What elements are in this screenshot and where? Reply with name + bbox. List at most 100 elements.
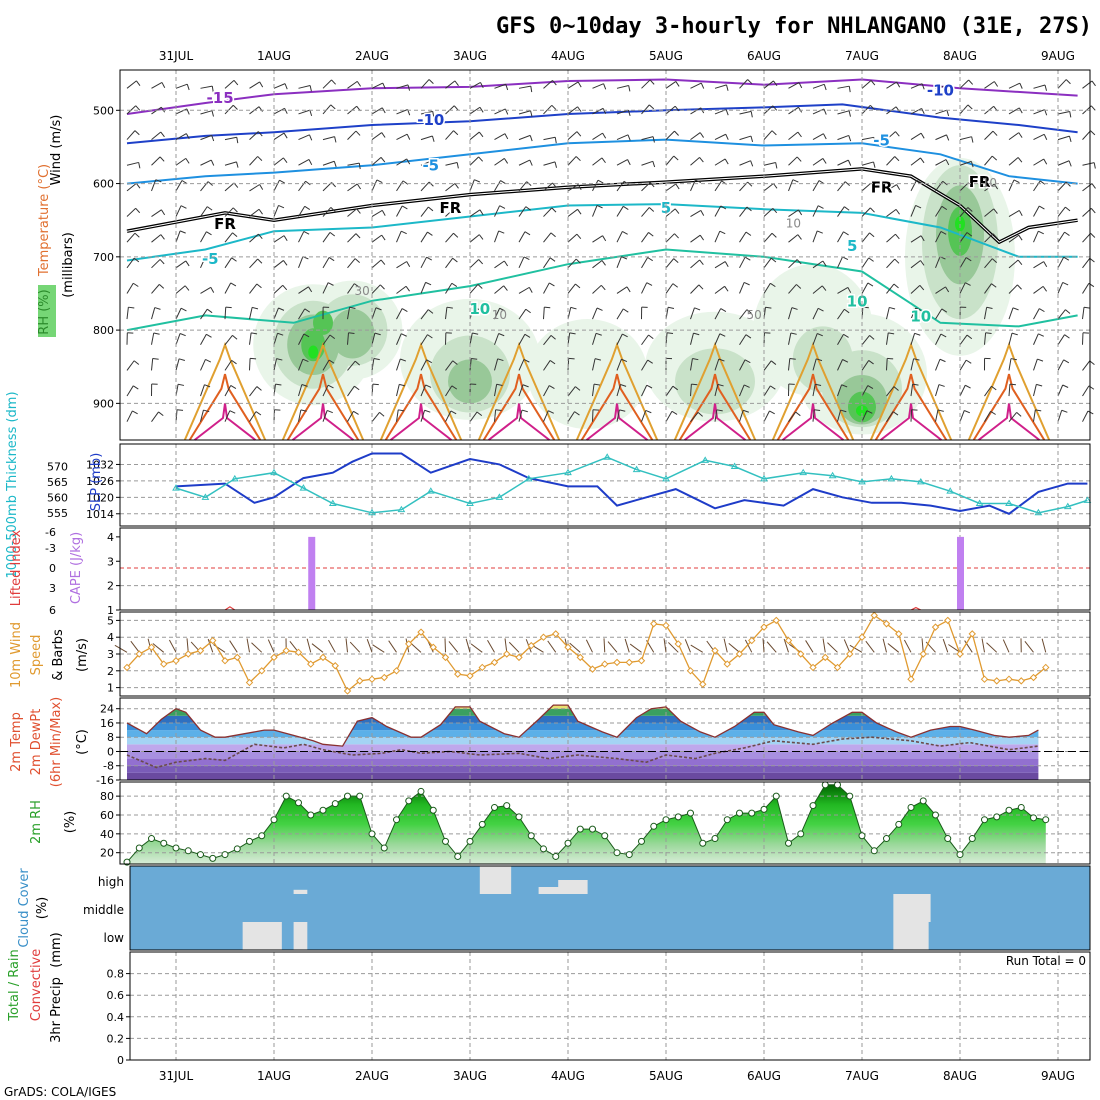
- wind-barb: [910, 333, 916, 345]
- wind-barb: [837, 334, 844, 346]
- top-date-label: 5AUG: [649, 49, 683, 63]
- wind-barb-flag: [720, 205, 727, 210]
- wind-barb: [543, 161, 556, 166]
- y-tick-label: 24: [100, 703, 114, 716]
- wind-barb: [861, 335, 870, 346]
- wind-barb: [910, 307, 917, 320]
- wind-barb-flag: [895, 131, 900, 137]
- wind-barb-flag: [867, 282, 874, 287]
- wind-barb: [714, 285, 725, 294]
- rh-marker: [1005, 806, 1013, 814]
- thickness-marker: [730, 462, 739, 469]
- wind-barb-flag: [842, 359, 849, 363]
- wind-barb: [1008, 82, 1021, 89]
- wind-barb: [518, 134, 531, 141]
- wind-barb-flag: [330, 207, 336, 212]
- wind-barb-flag: [257, 156, 263, 161]
- wind-axis-label-3: & Barbs: [51, 629, 66, 681]
- wind-barb: [494, 308, 501, 320]
- wind-barb-flag: [232, 207, 238, 213]
- wind-barb-flag: [724, 286, 729, 292]
- wind-barb-flag: [622, 333, 628, 338]
- thickness-marker: [603, 453, 612, 460]
- wind-speed-marker: [956, 650, 964, 658]
- wind-barb-flag: [843, 231, 849, 236]
- wind-barb-flag: [301, 384, 308, 387]
- wind-barb-flag: [251, 332, 258, 335]
- top-date-label: 8AUG: [943, 49, 977, 63]
- wind-barb-flag: [1039, 205, 1045, 210]
- wind-barb: [714, 409, 718, 422]
- rh-marker: [197, 851, 204, 859]
- wind-barb-10m: [569, 642, 581, 653]
- wind-barb-flag: [993, 208, 998, 214]
- wind-barb-flag: [628, 85, 631, 92]
- rh-line: [126, 784, 1046, 863]
- wind-barb-flag: [1090, 232, 1096, 238]
- rh-marker: [1030, 814, 1037, 822]
- wind-barb: [812, 205, 819, 217]
- wind-barb: [224, 136, 237, 141]
- wind-barb: [273, 284, 284, 294]
- wind-barb-flag: [621, 256, 628, 260]
- wind-barb-flag: [744, 256, 751, 261]
- contour-label: 10: [910, 307, 931, 325]
- wind-barb-flag: [699, 157, 704, 163]
- wind-barb-flag: [278, 307, 285, 311]
- wind-barb: [224, 282, 232, 294]
- wind-barb-flag: [694, 307, 701, 311]
- wind-barb: [567, 106, 578, 115]
- wind-speed-marker: [160, 660, 168, 668]
- wind-barb-flag: [478, 156, 484, 162]
- wind-barb: [641, 385, 648, 397]
- wind-barb: [200, 159, 212, 166]
- wind-barb-flag: [1037, 358, 1044, 362]
- wind-speed-marker: [221, 657, 229, 665]
- cape-bar: [957, 536, 964, 610]
- y-tick-label: 40: [100, 828, 114, 841]
- wind-barb: [861, 385, 869, 397]
- cape-bar: [308, 536, 316, 610]
- wind-barb: [445, 207, 455, 217]
- wind-barb-flag: [503, 285, 508, 291]
- wind-barb-flag: [869, 207, 875, 213]
- cape-tick-label: 4: [107, 531, 114, 544]
- wind-barb: [935, 109, 948, 115]
- wind-barb-flag: [725, 109, 729, 116]
- rh-marker: [331, 800, 339, 808]
- wind-barb-flag: [1043, 134, 1048, 140]
- wind-barb-flag: [523, 359, 530, 363]
- wind-barb-flag: [424, 409, 431, 413]
- wind-barb-10m: [607, 641, 618, 653]
- wind-barb-flag: [1063, 359, 1070, 364]
- wind-barb-flag: [621, 358, 628, 363]
- wind-barb-flag: [425, 384, 432, 388]
- wind-speed-marker: [417, 628, 425, 636]
- wind-barb: [151, 234, 162, 243]
- wind-barb: [298, 84, 311, 89]
- wind-barb: [567, 156, 577, 166]
- rh-marker: [956, 851, 964, 859]
- wind-barb: [371, 179, 378, 192]
- rh-shade: [308, 345, 319, 359]
- wind-speed-marker: [515, 653, 523, 662]
- wind-barb-flag: [770, 385, 776, 390]
- wind-barb: [812, 285, 823, 294]
- wind-barb-flag: [896, 81, 901, 88]
- wind-speed-line: [126, 614, 1047, 693]
- wind-barb-flag: [499, 307, 506, 312]
- wind-barb: [126, 183, 137, 192]
- cape-lifted-index-panel: -6 -3 0 3 6 4 3 2 1 Lifted Index CAPE (J/kg): [9, 526, 1091, 617]
- wind-barb: [739, 206, 748, 217]
- wind-barb-flag: [822, 260, 827, 267]
- wind-barb: [224, 232, 233, 243]
- bottom-date-label: 5AUG: [649, 1069, 683, 1083]
- run-total-bg: [974, 953, 1088, 969]
- thickness-marker: [828, 471, 837, 479]
- wind-barb: [812, 358, 817, 371]
- wind-barb: [151, 358, 154, 371]
- wind-barb: [518, 231, 526, 243]
- wind-barb: [1057, 410, 1063, 422]
- rh-marker: [282, 792, 290, 800]
- wind-barb-flag: [873, 161, 876, 168]
